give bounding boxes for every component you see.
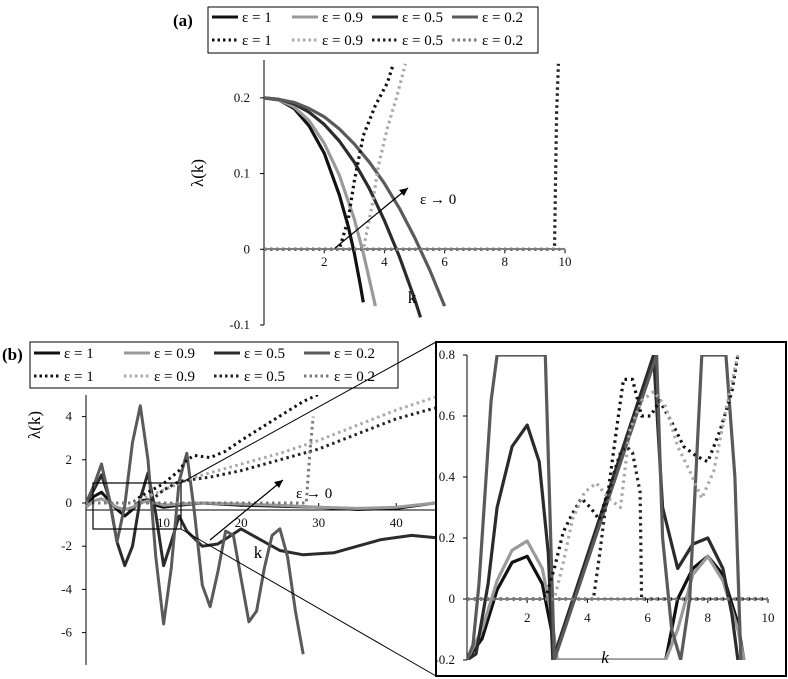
ticks-b: 10 20 30 40 -6 -4 -2 0 2 4 [61, 409, 403, 640]
plot-b: 10 20 30 40 -6 -4 -2 0 2 4 λ(k) k ε → 0 [25, 341, 437, 677]
legend-label: ε = 0.2 [334, 369, 375, 385]
legend-b: ε = 1 ε = 0.9 ε = 0.5 ε = 0.2 ε = 1 ε = 0.9 ε … [29, 341, 399, 389]
ticks-inset: 2 4 6 8 10 -0.2 0 0.2 0.4 0.6 0.8 [434, 347, 774, 667]
annotation-a: ε → 0 [420, 192, 456, 208]
y-tick-label: -6 [61, 625, 72, 640]
y-tick-label: 0.4 [439, 469, 456, 484]
annotation-arrow-a [334, 187, 409, 249]
y-tick-label: 0 [449, 591, 456, 606]
y-tick-label: 0.8 [439, 347, 455, 362]
panel-b-label: (b) [2, 345, 23, 364]
series-line-dotted [264, 63, 560, 251]
x-tick-label: 6 [441, 254, 448, 269]
series-line-dotted [467, 355, 740, 601]
panel-a-label: (a) [173, 11, 193, 30]
x-tick-label: 2 [524, 610, 531, 625]
legend-label: ε = 0.5 [244, 346, 285, 362]
x-tick-label: 30 [312, 515, 325, 530]
x-tick-label: 2 [321, 254, 328, 269]
legend-label: ε = 1 [242, 33, 272, 49]
y-tick-label: 2 [66, 452, 73, 467]
annotation-arrowhead-a [399, 188, 408, 196]
series-inset [467, 355, 768, 660]
series-line-dotted [467, 355, 740, 601]
series-line-dotted [86, 395, 321, 505]
series-line-dotted [264, 63, 395, 251]
series-line-dotted [264, 63, 408, 251]
annotation-arrow-b [209, 479, 284, 541]
y-tick-label: 4 [66, 409, 73, 424]
series-line-solid [467, 554, 746, 660]
legend-label: ε = 1 [64, 369, 94, 385]
legend-label: ε = 0.5 [244, 369, 285, 385]
series-line-dotted [86, 406, 435, 505]
y-tick-label: -0.2 [434, 652, 455, 667]
y-tick-label: 0.6 [439, 408, 456, 423]
y-tick-label: 0.2 [234, 90, 250, 105]
y-tick-label: -4 [61, 581, 72, 596]
y-tick-label: 0 [244, 241, 251, 256]
ticks-a: 2 4 6 8 10 -0.1 0 0.1 0.2 [229, 90, 571, 332]
x-tick-label: 4 [381, 254, 388, 269]
legend-label: ε = 0.9 [154, 346, 195, 362]
x-tick-label: 40 [390, 515, 403, 530]
zoom-rectangle [92, 482, 182, 530]
legend-label: ε = 0.9 [322, 33, 363, 49]
series-b [86, 395, 435, 655]
inset-plot: 2 4 6 8 10 -0.2 0 0.2 0.4 0.6 0.8 k [434, 341, 787, 677]
y-tick-label: -0.1 [229, 317, 250, 332]
legend-label: ε = 0.9 [154, 369, 195, 385]
ylabel-a: λ(k) [188, 159, 207, 187]
series-line-solid [467, 539, 746, 660]
ylabel-b: λ(k) [25, 411, 44, 439]
xlabel-a: k [408, 288, 417, 307]
series-line-solid [86, 404, 305, 655]
zoom-connector-bottom [180, 528, 437, 677]
x-tick-label: 8 [705, 610, 712, 625]
legend-b-box [29, 341, 399, 389]
annotation-b: ε → 0 [296, 486, 332, 502]
legend-label: ε = 0.2 [334, 346, 375, 362]
series-line-solid [264, 96, 377, 307]
x-tick-label: 6 [644, 610, 651, 625]
legend-label: ε = 0.2 [482, 33, 523, 49]
panel-b: (b) ε = 1 ε = 0.9 ε = 0.5 ε = 0.2 ε = 1 ε = 0… [2, 341, 787, 677]
panel-a: (a) ε = 1 ε = 0.9 ε = 0.5 ε = 0.2 ε = 1 ε = 0… [173, 6, 572, 332]
y-tick-label: -2 [61, 538, 72, 553]
legend-label: ε = 0.2 [482, 10, 523, 26]
y-tick-label: 0 [66, 495, 73, 510]
series-line-solid [467, 355, 740, 660]
legend-label: ε = 0.9 [322, 10, 363, 26]
x-tick-label: 8 [502, 254, 509, 269]
legend-label: ε = 1 [242, 10, 272, 26]
x-tick-label: 10 [157, 515, 170, 530]
series-line-dotted [86, 416, 315, 505]
legend-label: ε = 0.5 [402, 33, 443, 49]
xlabel-inset: k [601, 648, 609, 667]
legend-label: ε = 1 [64, 346, 94, 362]
x-tick-label: 4 [584, 610, 591, 625]
xlabel-b: k [254, 543, 263, 562]
series-line-solid [467, 355, 743, 660]
series-line-solid [264, 96, 447, 307]
x-tick-label: 10 [559, 254, 572, 269]
legend-a: ε = 1 ε = 0.9 ε = 0.5 ε = 0.2 ε = 1 ε = 0.9 ε … [207, 6, 539, 54]
x-tick-label: 10 [762, 610, 775, 625]
series-a [264, 63, 565, 318]
zoom-connector-top [180, 341, 437, 484]
annotation-arrowhead-b [274, 480, 283, 488]
y-tick-label: 0.2 [439, 530, 455, 545]
legend-a-box [207, 6, 539, 54]
legend-label: ε = 0.5 [402, 10, 443, 26]
plot-a: 2 4 6 8 10 -0.1 0 0.1 0.2 λ(k) k ε → 0 [188, 60, 572, 332]
x-tick-label: 20 [235, 515, 248, 530]
y-tick-label: 0.1 [234, 166, 250, 181]
